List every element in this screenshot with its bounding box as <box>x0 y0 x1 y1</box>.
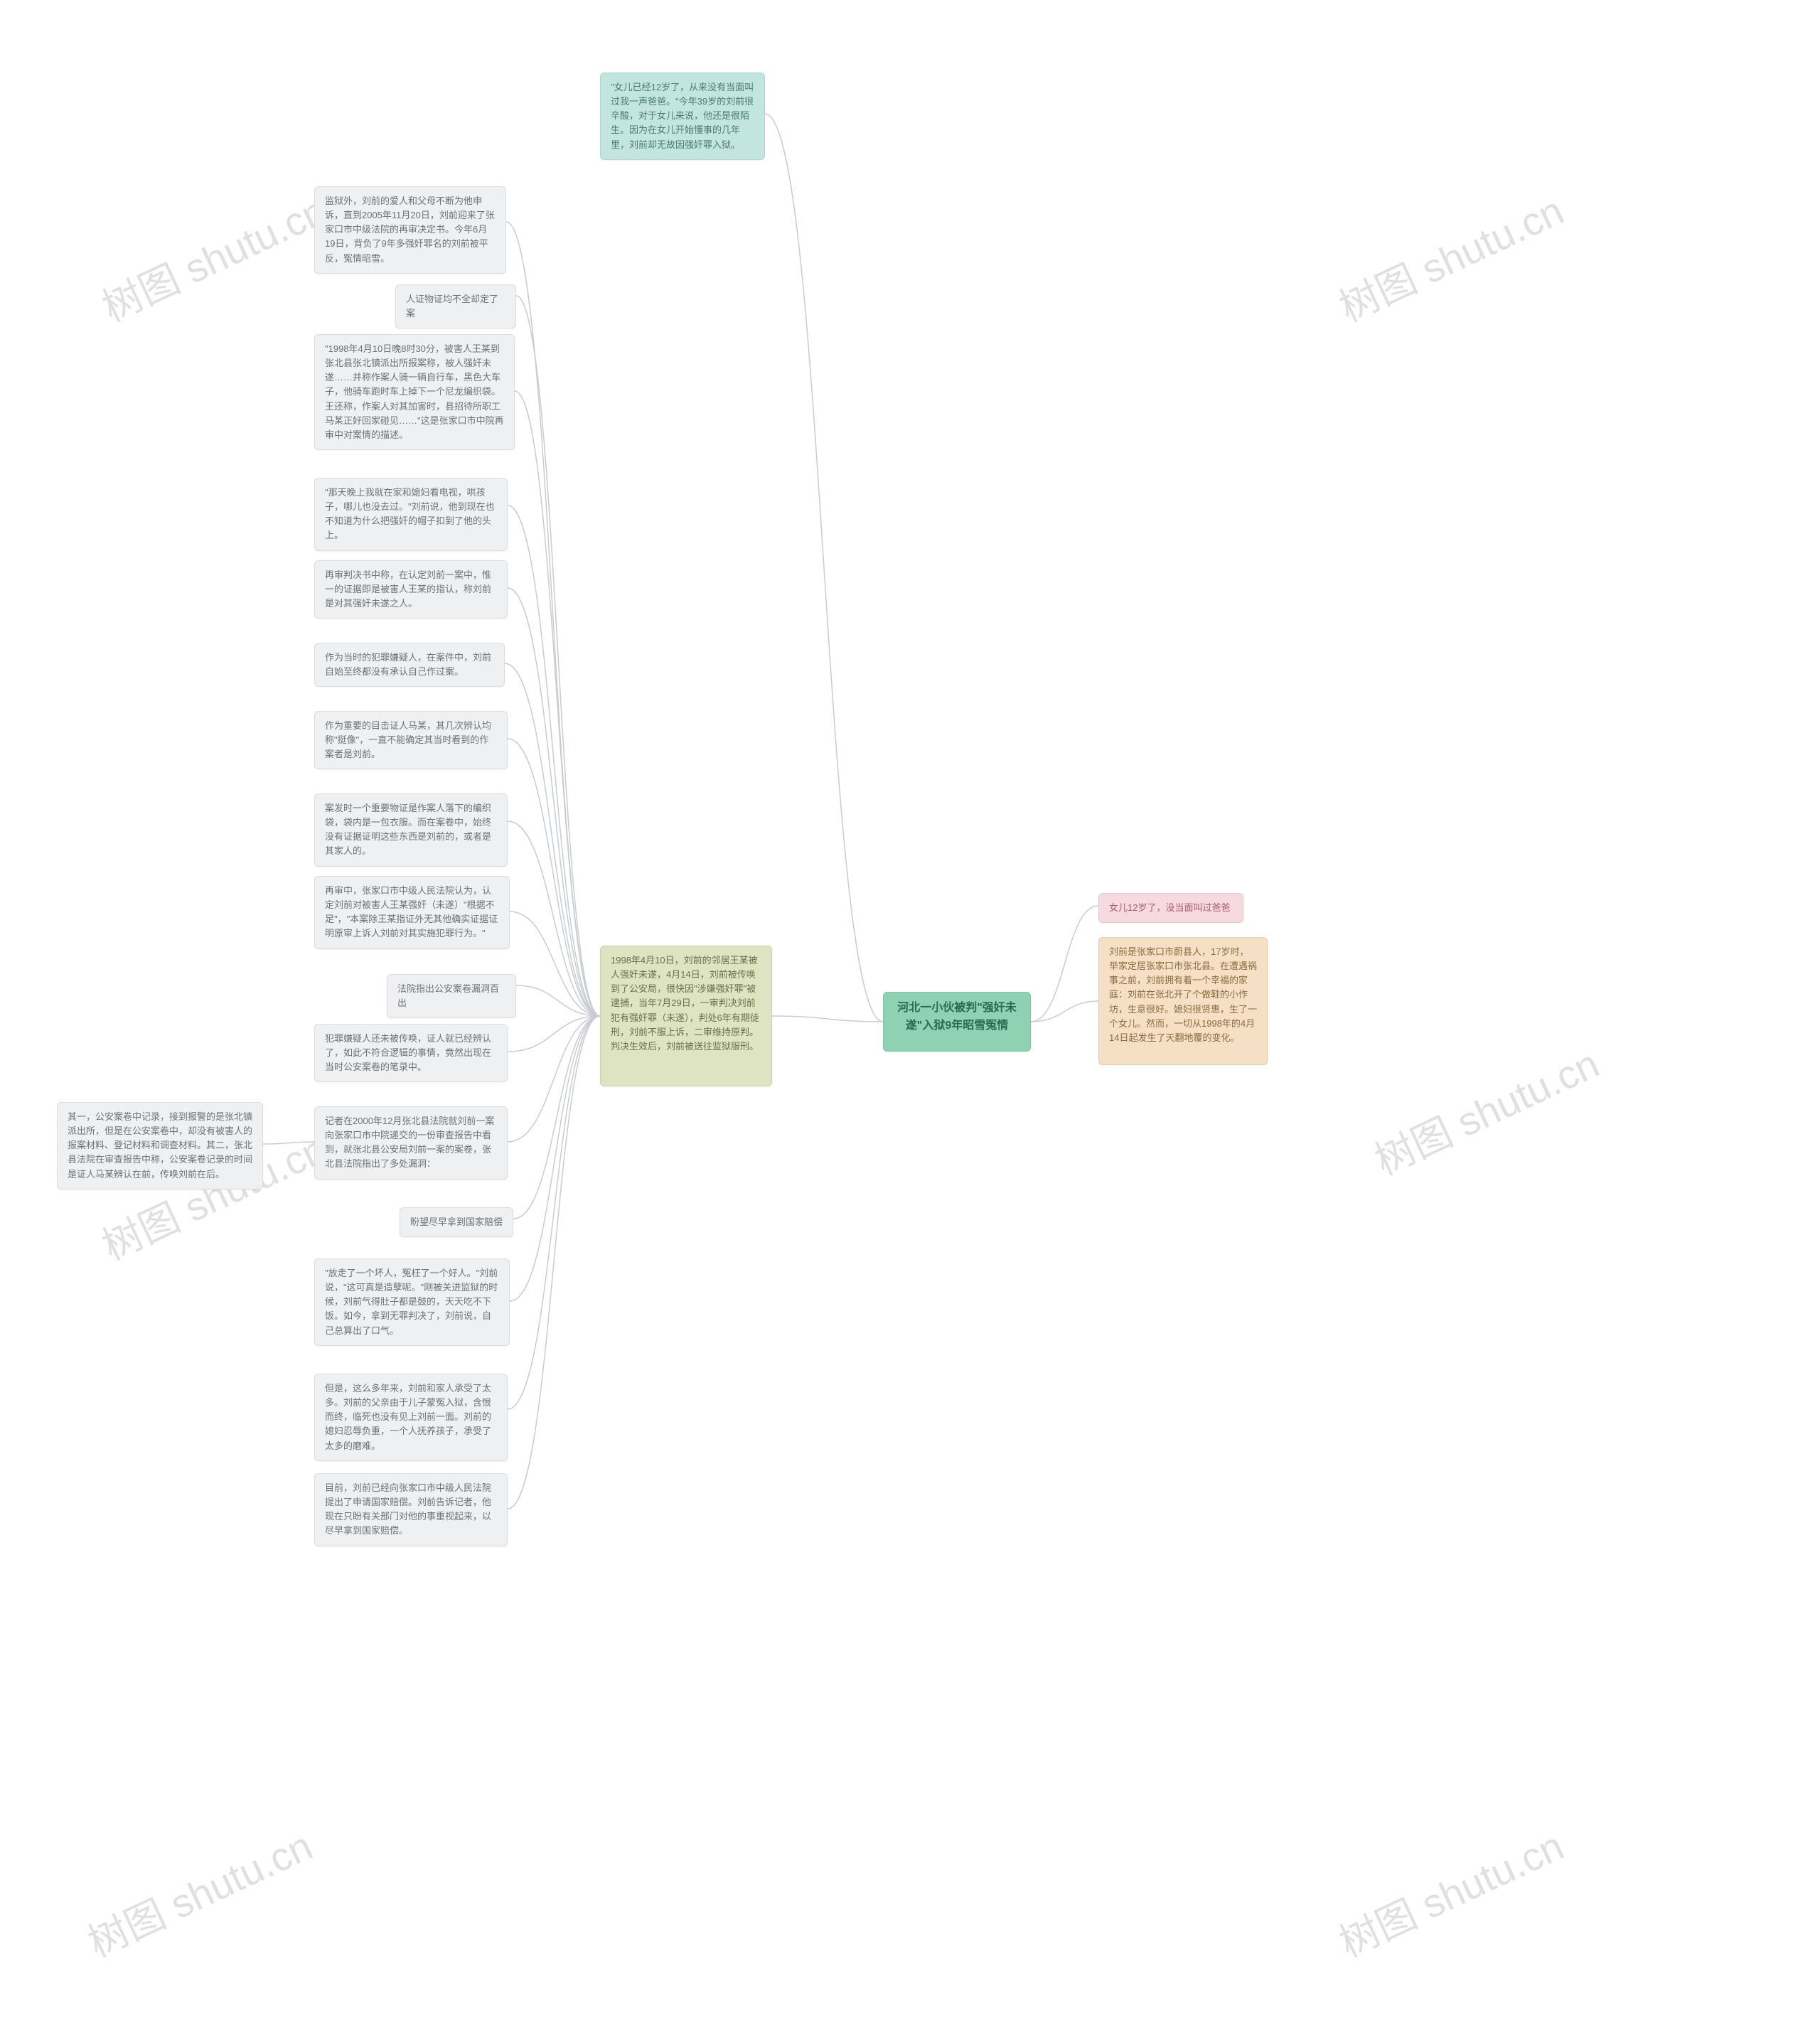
node-d13[interactable]: "放走了一个坏人，冤枉了一个好人。"刘前说，"这可真是造孽呢。"刚被关进监狱的时… <box>314 1258 510 1346</box>
edge <box>1031 906 1098 1022</box>
edge <box>513 1016 600 1219</box>
watermark: 树图 shutu.cn <box>1329 179 1572 333</box>
node-d9[interactable]: 法院指出公安案卷漏洞百出 <box>387 974 516 1018</box>
node-d11_child[interactable]: 其一，公安案卷中记录，接到报警的是张北镇派出所，但是在公安案卷中，却没有被害人的… <box>57 1102 263 1189</box>
edge <box>765 114 883 1022</box>
node-right1[interactable]: 女儿12岁了，没当面叫过爸爸 <box>1098 893 1243 923</box>
node-d14[interactable]: 但是，这么多年来，刘前和家人承受了太多。刘前的父亲由于儿子蒙冤入狱，含恨而终，临… <box>314 1374 508 1461</box>
edge <box>506 222 600 1016</box>
node-center[interactable]: 河北一小伙被判"强奸未遂"入狱9年昭雪冤情 <box>883 992 1031 1052</box>
edge <box>515 391 600 1016</box>
node-d15[interactable]: 目前，刘前已经向张家口市中级人民法院提出了申请国家赔偿。刘前告诉记者，他现在只盼… <box>314 1473 508 1546</box>
node-right2[interactable]: 刘前是张家口市蔚县人，17岁时，举家定居张家口市张北县。在遭遇祸事之前，刘前拥有… <box>1098 937 1268 1065</box>
edge <box>772 1016 883 1022</box>
edge <box>516 985 600 1016</box>
node-d10[interactable]: 犯罪嫌疑人还未被传唤，证人就已经辨认了，如此不符合逻辑的事情，竟然出现在当时公安… <box>314 1024 508 1082</box>
edge <box>508 588 600 1016</box>
edge <box>508 1016 600 1409</box>
edge <box>1031 1001 1098 1022</box>
edge <box>516 296 600 1016</box>
node-d7[interactable]: 案发时一个重要物证是作案人落下的编织袋，袋内是一包衣服。而在案卷中，始终没有证据… <box>314 793 508 867</box>
node-left_big2[interactable]: 1998年4月10日，刘前的邻居王某被人强奸未遂，4月14日，刘前被传唤到了公安… <box>600 946 772 1086</box>
node-d1[interactable]: 人证物证均不全却定了案 <box>395 284 516 328</box>
node-d12[interactable]: 盼望尽早拿到国家赔偿 <box>400 1207 513 1237</box>
node-d5[interactable]: 作为当时的犯罪嫌疑人，在案件中，刘前自始至终都没有承认自己作过案。 <box>314 643 505 687</box>
node-d11[interactable]: 记者在2000年12月张北县法院就刘前一案向张家口市中院递交的一份审查报告中看到… <box>314 1106 508 1180</box>
node-d3[interactable]: "那天晚上我就在家和媳妇看电视，哄孩子，哪儿也没去过。"刘前说，他到现在也不知道… <box>314 478 508 551</box>
edge <box>263 1142 314 1144</box>
edge <box>508 1016 600 1509</box>
edge <box>510 1016 600 1301</box>
node-d6[interactable]: 作为重要的目击证人马某，其几次辨认均称"挺像"，一直不能确定其当时看到的作案者是… <box>314 711 508 769</box>
edge <box>510 911 600 1016</box>
node-left_big1[interactable]: "女儿已经12岁了，从来没有当面叫过我一声爸爸。"今年39岁的刘前很辛酸，对于女… <box>600 73 765 160</box>
watermark: 树图 shutu.cn <box>1329 1814 1572 1969</box>
node-d2[interactable]: "1998年4月10日晚8时30分，被害人王某到张北县张北镇派出所报案称，被人强… <box>314 334 515 450</box>
edge <box>508 506 600 1016</box>
edge <box>508 1016 600 1052</box>
edge <box>508 1016 600 1142</box>
mindmap-stage: 树图 shutu.cn 树图 shutu.cn 树图 shutu.cn 树图 shut… <box>0 0 1820 2037</box>
node-d0[interactable]: 监狱外，刘前的爱人和父母不断为他申诉，直到2005年11月20日，刘前迎来了张家… <box>314 186 506 274</box>
node-d8[interactable]: 再审中，张家口市中级人民法院认为，认定刘前对被害人王某强奸（未遂）"根据不足"，… <box>314 876 510 949</box>
edge <box>508 739 600 1016</box>
node-d4[interactable]: 再审判决书中称，在认定刘前一案中，惟一的证据即是被害人王某的指认，称刘前是对其强… <box>314 560 508 619</box>
watermark: 树图 shutu.cn <box>1364 1032 1607 1187</box>
edge <box>505 663 600 1016</box>
watermark: 树图 shutu.cn <box>77 1814 321 1969</box>
edge <box>508 821 600 1016</box>
watermark: 树图 shutu.cn <box>92 179 335 333</box>
